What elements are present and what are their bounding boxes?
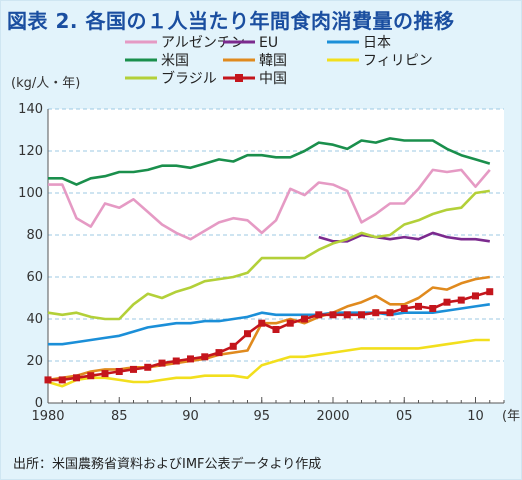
series-line-アルゼンチン bbox=[48, 168, 491, 241]
data-point bbox=[44, 376, 52, 384]
series-line-ブラジル bbox=[47, 189, 490, 321]
legend-label: フィリピン bbox=[363, 53, 433, 69]
data-point bbox=[415, 302, 422, 310]
data-point bbox=[258, 319, 266, 327]
data-point bbox=[101, 370, 109, 378]
data-point bbox=[443, 298, 451, 306]
data-point bbox=[130, 365, 137, 373]
data-point bbox=[358, 311, 365, 319]
data-point bbox=[115, 368, 123, 375]
x-tick-label: 85 bbox=[111, 409, 128, 424]
data-point bbox=[301, 315, 308, 323]
data-point bbox=[286, 319, 294, 327]
data-point bbox=[187, 355, 194, 363]
y-tick-label: 40 bbox=[26, 312, 43, 327]
data-point bbox=[244, 330, 251, 338]
y-axis-label: (kg/人・年) bbox=[11, 76, 80, 91]
y-tick-label: 60 bbox=[26, 270, 43, 285]
chart-title: 図表 2. 各国の１人当たり年間食肉消費量の推移 bbox=[7, 9, 455, 33]
series-line-米国 bbox=[48, 137, 491, 186]
data-point bbox=[472, 292, 479, 300]
legend-label: ブラジル bbox=[161, 70, 217, 87]
data-point bbox=[58, 376, 66, 384]
x-tick-label: 90 bbox=[182, 409, 199, 424]
plot-area bbox=[48, 109, 504, 403]
y-tick-label: 0 bbox=[35, 396, 43, 411]
data-point bbox=[73, 374, 80, 382]
data-point bbox=[343, 311, 351, 319]
series-line-日本 bbox=[48, 303, 490, 346]
data-point bbox=[87, 372, 95, 380]
legend-label: 日本 bbox=[363, 35, 391, 51]
data-point bbox=[486, 288, 494, 296]
data-point bbox=[372, 309, 380, 317]
source-note: 出所：米国農務省資料およびIMF公表データより作成 bbox=[13, 457, 322, 472]
x-axis-label: (年) bbox=[502, 409, 521, 424]
data-point bbox=[386, 309, 394, 317]
x-tick-label: 1980 bbox=[31, 409, 64, 424]
series-line-フィリピン bbox=[47, 338, 490, 388]
y-tick-label: 120 bbox=[18, 144, 43, 159]
legend-label: 米国 bbox=[161, 53, 189, 69]
legend-marker bbox=[235, 74, 243, 82]
data-point bbox=[329, 311, 337, 319]
x-tick-label: 95 bbox=[253, 409, 270, 424]
data-point bbox=[315, 311, 323, 319]
data-point bbox=[429, 305, 437, 312]
legend-label: 韓国 bbox=[259, 53, 287, 69]
data-point bbox=[172, 357, 180, 365]
data-point bbox=[457, 296, 465, 304]
y-tick-label: 100 bbox=[18, 186, 43, 201]
data-point bbox=[201, 353, 209, 361]
y-tick-label: 80 bbox=[26, 228, 43, 243]
series-line-EU bbox=[318, 231, 490, 243]
data-point bbox=[272, 326, 280, 333]
x-tick-label: 10 bbox=[467, 409, 484, 424]
y-tick-label: 20 bbox=[26, 354, 43, 369]
legend-label: アルゼンチン bbox=[161, 35, 245, 51]
x-tick-label: 05 bbox=[396, 409, 413, 424]
data-point bbox=[400, 305, 408, 312]
data-point bbox=[215, 349, 223, 357]
data-point bbox=[158, 359, 166, 367]
data-point bbox=[229, 342, 237, 350]
data-point bbox=[144, 363, 152, 371]
legend-label: 中国 bbox=[259, 71, 287, 87]
legend-label: EU bbox=[259, 35, 278, 51]
y-tick-label: 140 bbox=[18, 102, 43, 117]
x-tick-label: 2000 bbox=[316, 409, 349, 424]
